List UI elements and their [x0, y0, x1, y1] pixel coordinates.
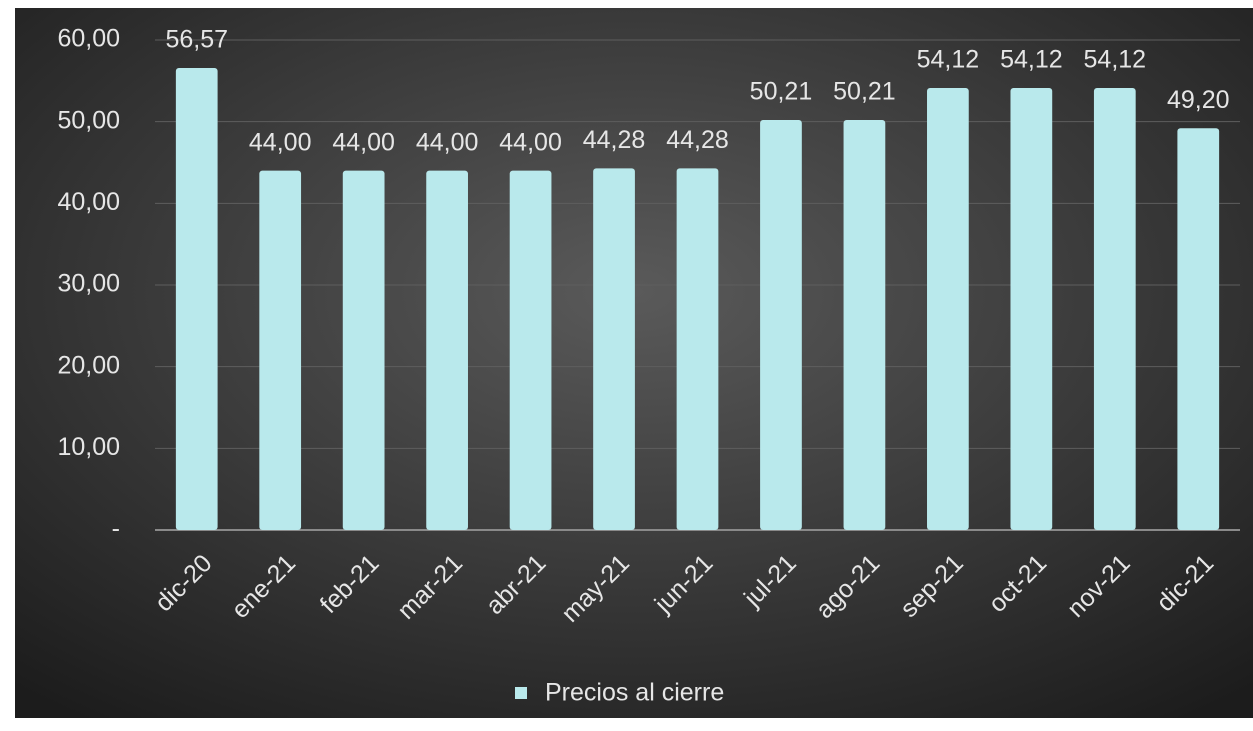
data-label: 44,00 [249, 128, 312, 156]
y-tick-label: 50,00 [57, 106, 120, 134]
data-label: 56,57 [165, 26, 228, 54]
bar [259, 170, 302, 530]
y-tick-label: 30,00 [57, 270, 120, 298]
y-tick-label: - [112, 515, 120, 543]
bar [676, 168, 719, 530]
bar [1093, 88, 1136, 531]
legend-marker [515, 687, 527, 699]
legend-label: Precios al cierre [545, 679, 724, 707]
bar [426, 170, 468, 530]
data-label: 44,00 [499, 128, 562, 156]
bar [1010, 88, 1053, 531]
data-label: 44,00 [332, 128, 395, 156]
data-label: 54,12 [917, 46, 980, 74]
data-label: 50,21 [833, 78, 896, 106]
bar [1177, 128, 1220, 530]
data-label: 50,21 [750, 78, 813, 106]
data-label: 54,12 [1084, 46, 1147, 74]
data-label: 49,20 [1167, 86, 1230, 114]
y-tick-label: 40,00 [57, 188, 120, 216]
data-label: 44,28 [583, 126, 646, 154]
bar [843, 119, 886, 531]
bar [593, 168, 635, 530]
data-label: 54,12 [1000, 46, 1063, 74]
bar [927, 88, 969, 531]
y-tick-label: 10,00 [57, 433, 120, 461]
data-label: 44,00 [416, 128, 479, 156]
bar [342, 170, 385, 530]
bar [175, 68, 218, 531]
data-label: 44,28 [666, 126, 729, 154]
bar [760, 119, 802, 531]
y-tick-label: 20,00 [57, 351, 120, 379]
bar [509, 170, 552, 530]
y-tick-label: 60,00 [57, 25, 120, 53]
